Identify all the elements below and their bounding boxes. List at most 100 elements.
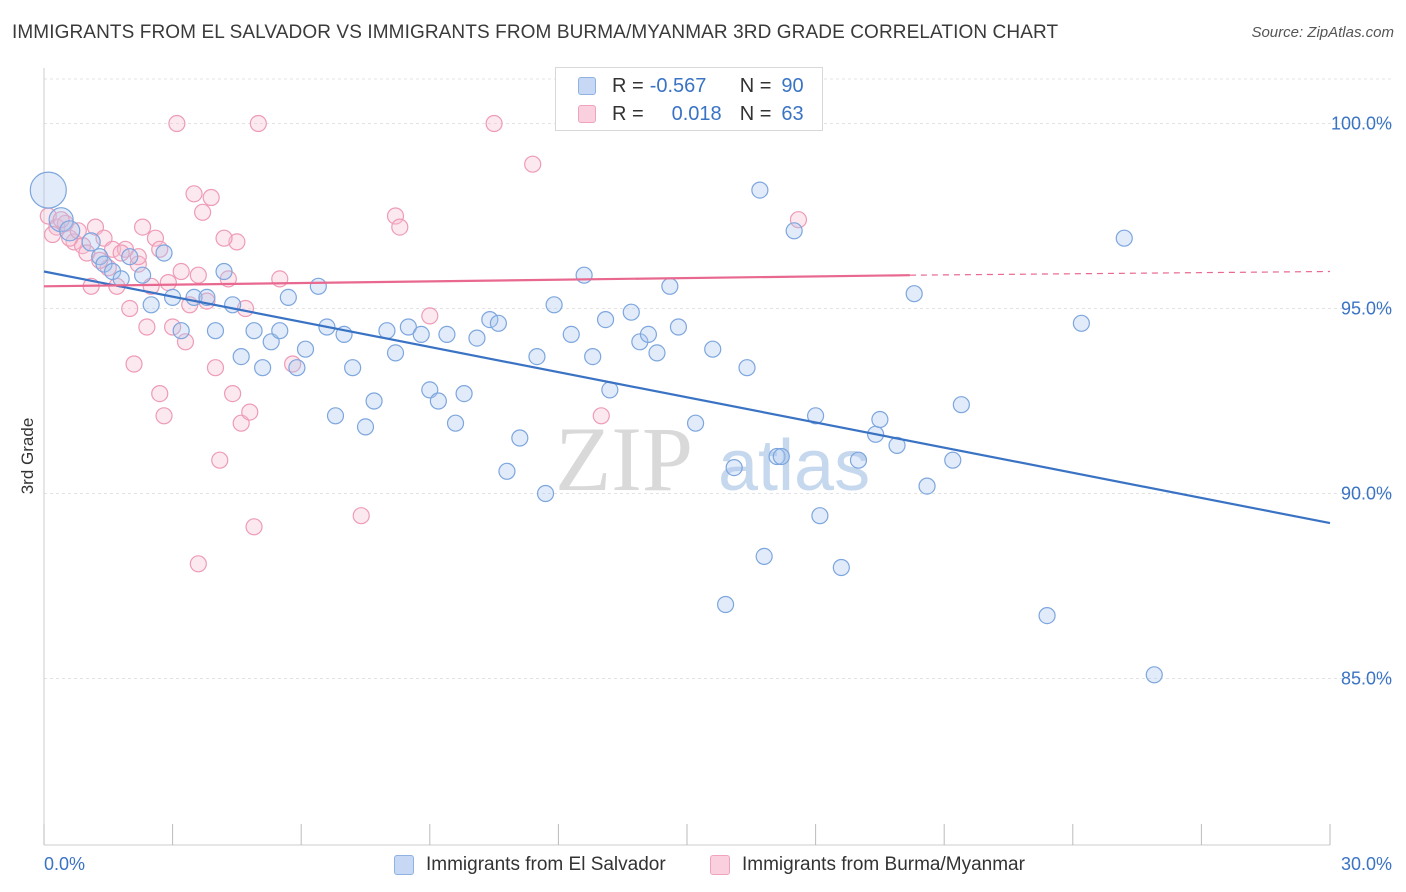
data-point — [52, 211, 70, 229]
grid-lines — [44, 78, 1394, 679]
data-point — [245, 322, 263, 340]
data-point — [159, 274, 177, 292]
data-point — [511, 429, 529, 447]
data-point — [215, 229, 233, 247]
data-point — [29, 171, 67, 209]
data-point — [326, 407, 345, 425]
data-point — [164, 318, 182, 336]
data-point — [59, 220, 81, 242]
data-point — [206, 322, 225, 340]
data-point — [206, 359, 225, 377]
data-point — [468, 329, 486, 347]
y-tick-label: 90.0% — [1341, 484, 1392, 504]
data-point — [704, 340, 722, 358]
trend-lines — [43, 270, 1331, 525]
data-point — [755, 547, 773, 566]
data-point — [202, 188, 220, 207]
bottom-legend-el-salvador: Immigrants from El Salvador — [394, 852, 666, 878]
data-point — [254, 359, 272, 377]
legend-n-value: 63 — [781, 102, 804, 125]
data-point — [155, 407, 173, 425]
data-point — [545, 296, 563, 314]
series-el-salvador-points — [29, 171, 1163, 684]
legend-row-el-salvador: R = -0.567 N = 90 — [578, 75, 804, 97]
data-point — [365, 392, 383, 410]
bottom-legend-swatch-pink — [710, 855, 730, 875]
data-point — [172, 322, 190, 340]
data-point — [849, 451, 868, 469]
data-point — [155, 244, 173, 262]
data-point — [296, 340, 315, 358]
data-point — [198, 288, 216, 306]
data-point — [438, 325, 456, 343]
bottom-legend-label: Immigrants from Burma/Myanmar — [742, 854, 1025, 875]
data-point — [596, 311, 615, 329]
y-axis-label: 3rd Grade — [18, 417, 37, 495]
data-point — [455, 385, 473, 403]
y-tick-label: 95.0% — [1341, 299, 1392, 319]
data-point — [352, 507, 370, 525]
data-point — [661, 277, 679, 295]
data-point — [228, 233, 246, 251]
data-point — [168, 114, 186, 133]
data-point — [952, 396, 970, 414]
data-point — [69, 222, 87, 240]
data-point — [789, 211, 808, 229]
data-point — [81, 232, 101, 252]
data-point — [648, 344, 666, 362]
bottom-legend-swatch-blue — [394, 855, 414, 875]
data-point — [575, 266, 593, 284]
data-point — [429, 392, 447, 410]
data-point — [194, 203, 212, 221]
data-point — [811, 507, 829, 525]
data-point — [356, 418, 375, 436]
watermark-atlas: atlas — [718, 426, 870, 506]
tick-labels: 85.0% 90.0% 95.0% 100.0% 0.0% 30.0% — [44, 114, 1392, 875]
data-point — [639, 325, 658, 343]
axes — [43, 68, 1331, 846]
data-point — [751, 181, 769, 199]
data-point — [245, 518, 263, 536]
data-point — [725, 459, 743, 477]
data-point — [224, 385, 242, 403]
legend-swatch-blue — [578, 77, 596, 95]
data-point — [249, 114, 267, 133]
watermark-zip: ZIP — [555, 408, 693, 510]
data-point — [686, 414, 705, 432]
data-point — [48, 207, 74, 233]
data-point — [584, 348, 602, 366]
data-point — [622, 303, 640, 321]
data-point — [738, 359, 756, 377]
data-point — [138, 318, 156, 336]
data-point — [279, 288, 297, 306]
data-point — [944, 451, 962, 469]
data-point — [309, 277, 327, 295]
data-point — [103, 240, 122, 258]
data-point — [125, 355, 143, 373]
trend-line — [43, 270, 1331, 525]
data-point — [146, 229, 165, 247]
legend-n-value: 90 — [781, 74, 804, 97]
data-point — [421, 307, 439, 325]
data-point — [1145, 666, 1163, 684]
x-tick-label: 0.0% — [44, 854, 85, 874]
data-point — [1038, 606, 1056, 625]
data-point — [172, 262, 190, 281]
data-point — [481, 311, 499, 329]
data-point — [189, 555, 207, 573]
data-point — [562, 325, 580, 343]
data-point — [121, 248, 139, 266]
data-point — [133, 218, 152, 236]
data-point — [918, 477, 936, 495]
y-tick-label: 85.0% — [1341, 669, 1392, 689]
data-point — [489, 314, 507, 332]
bottom-legend-label: Immigrants from El Salvador — [426, 854, 666, 875]
data-point — [391, 218, 409, 236]
legend-r-label: R = — [612, 102, 644, 125]
x-tick-label: 30.0% — [1341, 854, 1392, 874]
y-tick-label: 100.0% — [1331, 114, 1392, 134]
data-point — [112, 244, 130, 262]
data-point — [241, 403, 259, 421]
data-point — [271, 270, 289, 288]
